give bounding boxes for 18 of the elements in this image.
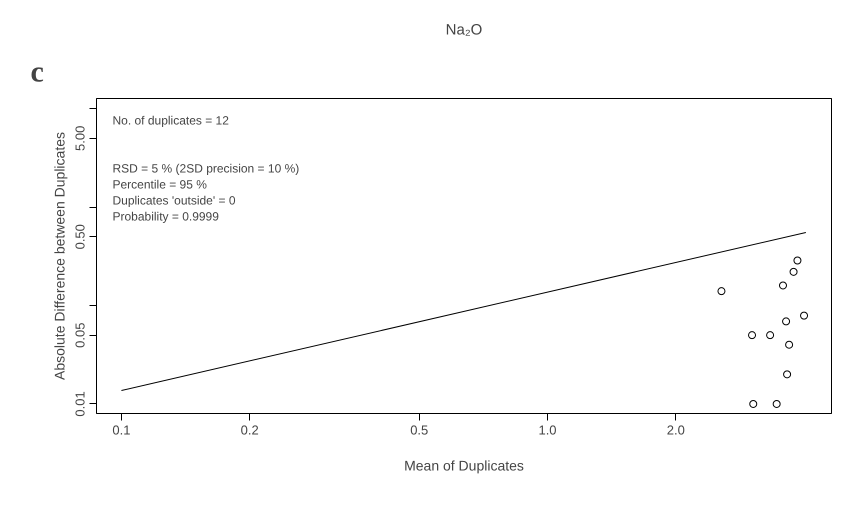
x-axis-title: Mean of Duplicates bbox=[404, 458, 524, 474]
y-tick-label: 0.50 bbox=[72, 224, 88, 250]
x-tick-label: 0.1 bbox=[112, 422, 130, 438]
y-tick-label: 5.00 bbox=[72, 126, 88, 151]
annotation: RSD = 5 % (2SD precision = 10 %) bbox=[112, 162, 300, 176]
y-tick-label: 0.01 bbox=[72, 391, 88, 417]
chart-title: Na₂O bbox=[446, 22, 482, 38]
x-tick-label: 0.2 bbox=[240, 422, 259, 438]
annotation: No. of duplicates = 12 bbox=[112, 114, 230, 128]
x-tick-label: 1.0 bbox=[538, 422, 557, 438]
annotation: Percentile = 95 % bbox=[112, 178, 208, 192]
annotation: Probability = 0.9999 bbox=[112, 210, 220, 224]
y-tick-label: 0.05 bbox=[72, 322, 88, 348]
y-axis-title: Absolute Difference between Duplicates bbox=[52, 132, 68, 380]
x-tick-label: 2.0 bbox=[666, 422, 685, 438]
x-tick-label: 0.5 bbox=[410, 422, 428, 438]
annotation: Duplicates 'outside' = 0 bbox=[112, 194, 236, 208]
text: c bbox=[30, 56, 44, 88]
